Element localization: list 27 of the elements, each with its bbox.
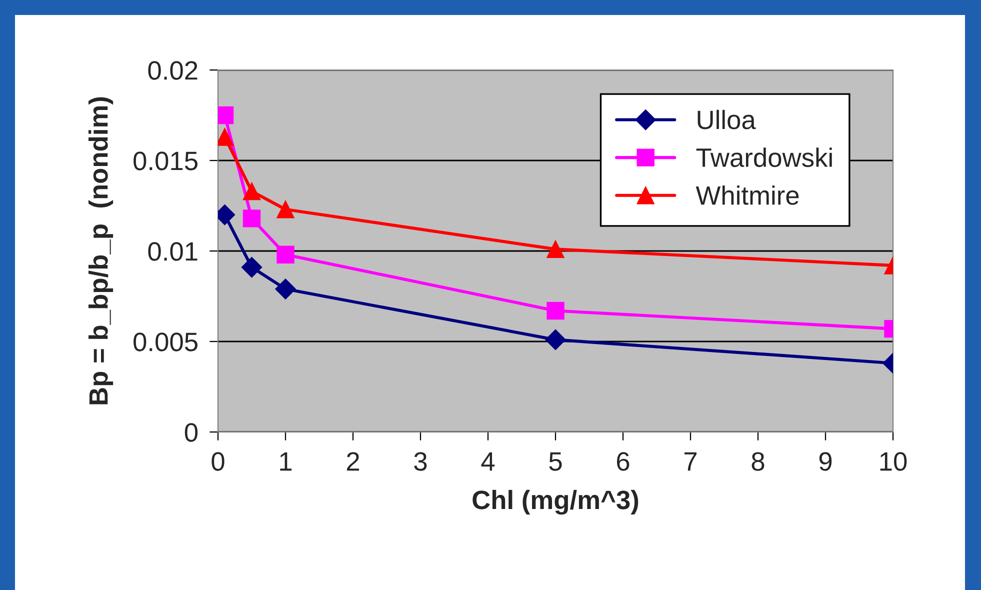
y-tick-label: 0.01: [148, 242, 198, 261]
x-tick-label: 4: [481, 452, 495, 471]
x-tick-label: 9: [819, 452, 832, 471]
x-tick-label: 0: [212, 452, 224, 471]
legend-label: Ulloa: [698, 110, 756, 130]
x-tick-label: 1: [280, 452, 292, 471]
legend-label: Twardowski: [696, 148, 832, 168]
y-tick-label: 0.015: [134, 152, 198, 170]
x-tick-label: 6: [617, 452, 630, 471]
point: [242, 210, 261, 228]
y-axis-title: Bp = b_bp/b_p (nondim): [88, 97, 114, 404]
x-axis-title: Chl (mg/m^3): [472, 490, 638, 515]
point: [242, 182, 261, 200]
point: [275, 278, 296, 300]
point: [241, 256, 262, 278]
y-tick-label: 0.02: [148, 61, 198, 80]
x-tick-label: 5: [549, 452, 562, 471]
x-tick-label: 3: [414, 452, 427, 471]
point: [276, 246, 294, 264]
y-tick-label: 0.005: [134, 332, 198, 352]
x-tick-label: 7: [684, 452, 697, 471]
x-tick-label: 2: [346, 452, 360, 471]
point: [276, 200, 294, 218]
x-tick-label: 10: [880, 452, 907, 471]
y-tick-label: 0: [184, 423, 198, 442]
legend-label: Whitmire: [696, 185, 799, 205]
x-tick-label: 8: [752, 452, 764, 471]
